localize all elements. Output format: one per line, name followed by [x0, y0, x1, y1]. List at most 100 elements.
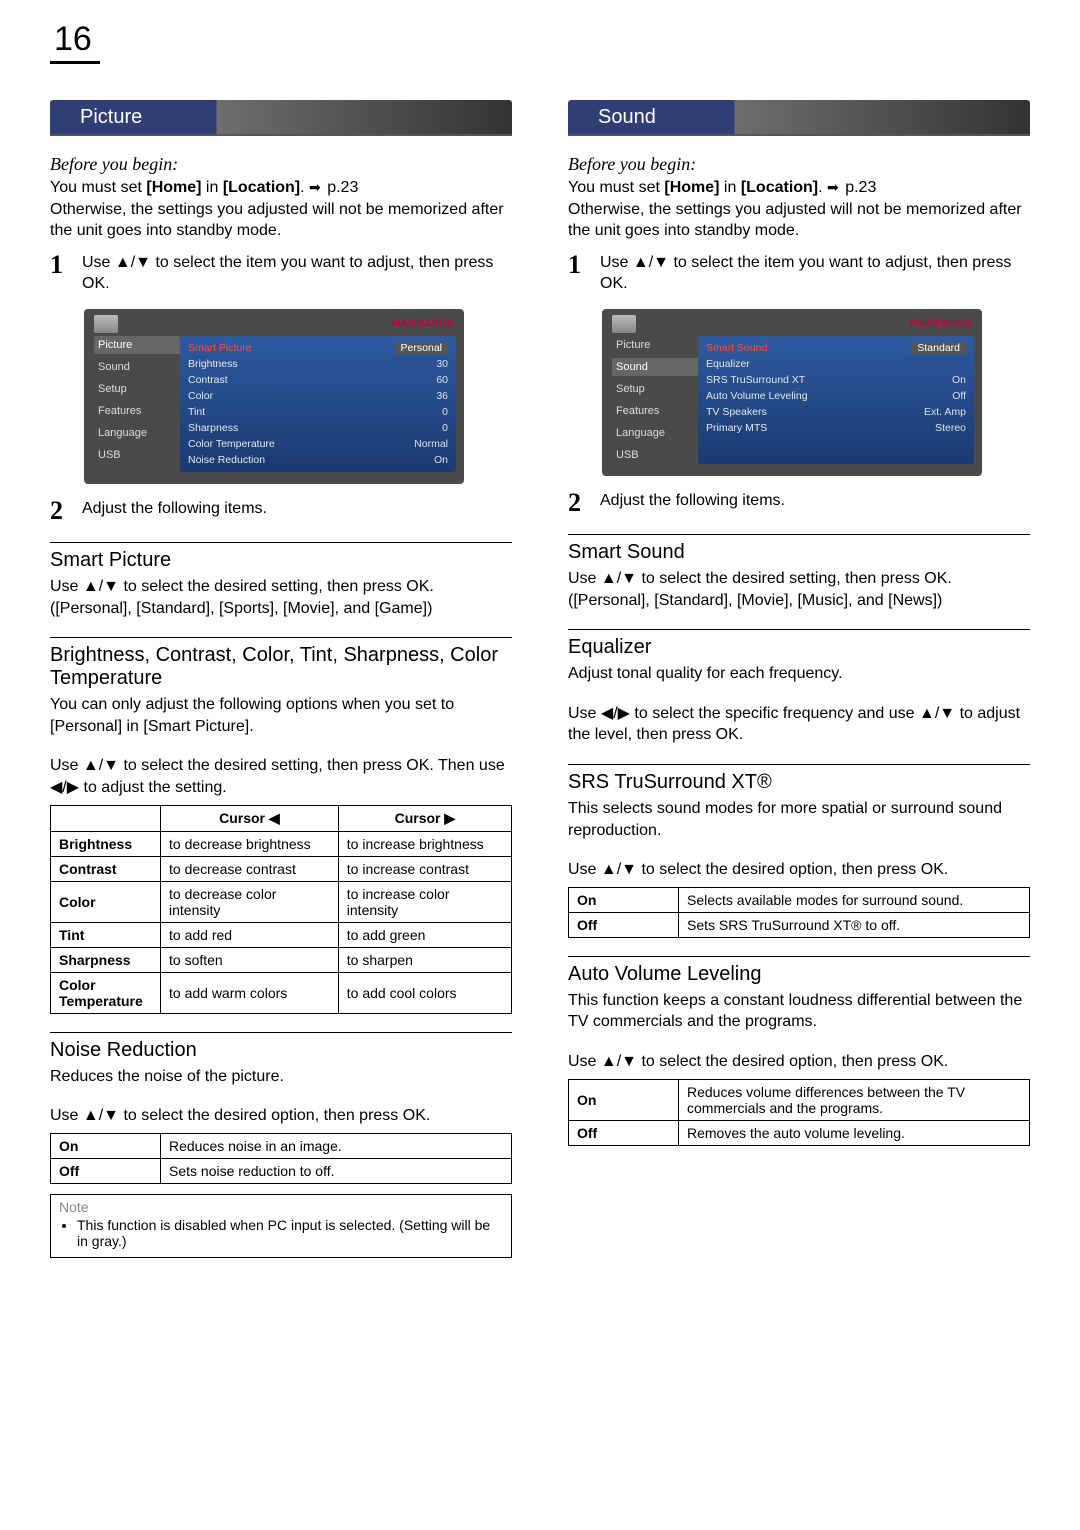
osd-nav-item: USB — [612, 446, 698, 464]
smart-picture-text: Use ▲/▼ to select the desired setting, t… — [50, 576, 512, 598]
osd-nav-item: Sound — [612, 358, 698, 376]
smart-sound-title: Smart Sound — [568, 541, 1030, 564]
srs-title: SRS TruSurround XT® — [568, 771, 1030, 794]
page-ref: p.23 — [841, 179, 877, 196]
srs-text1: This selects sound modes for more spatia… — [568, 798, 1030, 841]
osd-nav-item: Picture — [94, 336, 180, 354]
osd-row: SRS TruSurround XTOn — [704, 372, 968, 388]
osd-body: PictureSoundSetupFeaturesLanguageUSB Sma… — [84, 336, 464, 484]
table-cell: On — [569, 887, 679, 912]
osd-row: Color36 — [186, 388, 450, 404]
pointer-icon — [309, 179, 323, 196]
home-label: [Home] — [146, 179, 201, 196]
sound-osd-screenshot: MAGNAVOX PictureSoundSetupFeaturesLangua… — [602, 309, 982, 476]
avl-text1: This function keeps a constant loudness … — [568, 990, 1030, 1033]
step-2: 2 Adjust the following items. — [568, 490, 1030, 516]
osd-row: Noise ReductionOn — [186, 452, 450, 468]
srs-table: OnSelects available modes for surround s… — [568, 887, 1030, 938]
adjust-title: Brightness, Contrast, Color, Tint, Sharp… — [50, 644, 512, 690]
text: in — [719, 179, 740, 196]
divider — [50, 637, 512, 638]
table-cell: to add green — [338, 922, 511, 947]
avl-title: Auto Volume Leveling — [568, 963, 1030, 986]
smart-picture-options: ([Personal], [Standard], [Sports], [Movi… — [50, 598, 512, 620]
step-2-text: Adjust the following items. — [82, 498, 267, 524]
avl-text2: Use ▲/▼ to select the desired option, th… — [568, 1051, 1030, 1073]
osd-nav-item: Features — [612, 402, 698, 420]
osd-row: TV SpeakersExt. Amp — [704, 404, 968, 420]
divider — [568, 956, 1030, 957]
eq-text2: Use ◀/▶ to select the specific frequency… — [568, 703, 1030, 746]
osd-main: Smart SoundStandardEqualizerSRS TruSurro… — [698, 336, 974, 464]
sound-tab-header: Sound — [568, 100, 1030, 136]
table-cell: Sharpness — [51, 947, 161, 972]
page-ref: p.23 — [323, 179, 359, 196]
otherwise-text: Otherwise, the settings you adjusted wil… — [568, 199, 1030, 242]
osd-top-bar: MAGNAVOX — [602, 309, 982, 336]
table-cell: Sets SRS TruSurround XT® to off. — [679, 912, 1030, 937]
text: You must set — [50, 179, 146, 196]
otherwise-text: Otherwise, the settings you adjusted wil… — [50, 199, 512, 242]
content-columns: Picture Before you begin: You must set [… — [50, 100, 1030, 1258]
tv-icon — [612, 315, 636, 333]
table-row: Brightnessto decrease brightnessto incre… — [51, 831, 512, 856]
noise-text2: Use ▲/▼ to select the desired option, th… — [50, 1105, 512, 1127]
location-label: [Location] — [741, 179, 818, 196]
table-cell: Sets noise reduction to off. — [161, 1158, 512, 1183]
picture-tab-label: Picture — [50, 106, 142, 129]
divider — [568, 629, 1030, 630]
table-cell: to decrease contrast — [161, 856, 339, 881]
table-row: OnReduces noise in an image. — [51, 1133, 512, 1158]
tv-icon — [94, 315, 118, 333]
table-row: Tintto add redto add green — [51, 922, 512, 947]
table-cell: to increase contrast — [338, 856, 511, 881]
table-cell: Reduces volume differences between the T… — [679, 1079, 1030, 1120]
table-cell: Off — [51, 1158, 161, 1183]
osd-nav: PictureSoundSetupFeaturesLanguageUSB — [84, 336, 180, 472]
adjust-text1: You can only adjust the following option… — [50, 694, 512, 737]
osd-nav-item: USB — [94, 446, 180, 464]
osd-nav-item: Features — [94, 402, 180, 420]
step-1: 1 Use ▲/▼ to select the item you want to… — [568, 252, 1030, 295]
eq-text1: Adjust tonal quality for each frequency. — [568, 663, 1030, 685]
table-row: Colorto decrease color intensityto incre… — [51, 881, 512, 922]
adjust-text2: Use ▲/▼ to select the desired setting, t… — [50, 755, 512, 798]
step-1-text: Use ▲/▼ to select the item you want to a… — [82, 252, 512, 295]
table-cell: to decrease color intensity — [161, 881, 339, 922]
table-row: OffSets SRS TruSurround XT® to off. — [569, 912, 1030, 937]
osd-row: Color TemperatureNormal — [186, 436, 450, 452]
table-row: OnSelects available modes for surround s… — [569, 887, 1030, 912]
before-begin-heading: Before you begin: — [568, 154, 1030, 175]
table-cell: to add cool colors — [338, 972, 511, 1013]
divider — [50, 1032, 512, 1033]
smart-picture-title: Smart Picture — [50, 549, 512, 572]
note-label: Note — [59, 1199, 503, 1215]
smart-sound-text: Use ▲/▼ to select the desired setting, t… — [568, 568, 1030, 590]
table-header — [51, 805, 161, 831]
step-number: 1 — [568, 252, 586, 295]
text: in — [201, 179, 222, 196]
table-row: OnReduces volume differences between the… — [569, 1079, 1030, 1120]
table-cell: Reduces noise in an image. — [161, 1133, 512, 1158]
location-label: [Location] — [223, 179, 300, 196]
divider — [568, 534, 1030, 535]
table-cell: to sharpen — [338, 947, 511, 972]
table-cell: Off — [569, 912, 679, 937]
brand-logo: MAGNAVOX — [392, 318, 454, 329]
table-cell: On — [569, 1079, 679, 1120]
picture-tab-header: Picture — [50, 100, 512, 136]
osd-top-bar: MAGNAVOX — [84, 309, 464, 336]
table-cell: Color — [51, 881, 161, 922]
pointer-icon — [827, 179, 841, 196]
osd-row: Sharpness0 — [186, 420, 450, 436]
osd-row: Contrast60 — [186, 372, 450, 388]
note-item: This function is disabled when PC input … — [77, 1217, 503, 1249]
osd-row: Smart PicturePersonal — [186, 340, 450, 356]
table-row: Contrastto decrease contrastto increase … — [51, 856, 512, 881]
smart-sound-options: ([Personal], [Standard], [Movie], [Music… — [568, 590, 1030, 612]
noise-table: OnReduces noise in an image.OffSets nois… — [50, 1133, 512, 1184]
table-cell: On — [51, 1133, 161, 1158]
noise-reduction-title: Noise Reduction — [50, 1039, 512, 1062]
table-cell: to decrease brightness — [161, 831, 339, 856]
osd-nav-item: Setup — [612, 380, 698, 398]
